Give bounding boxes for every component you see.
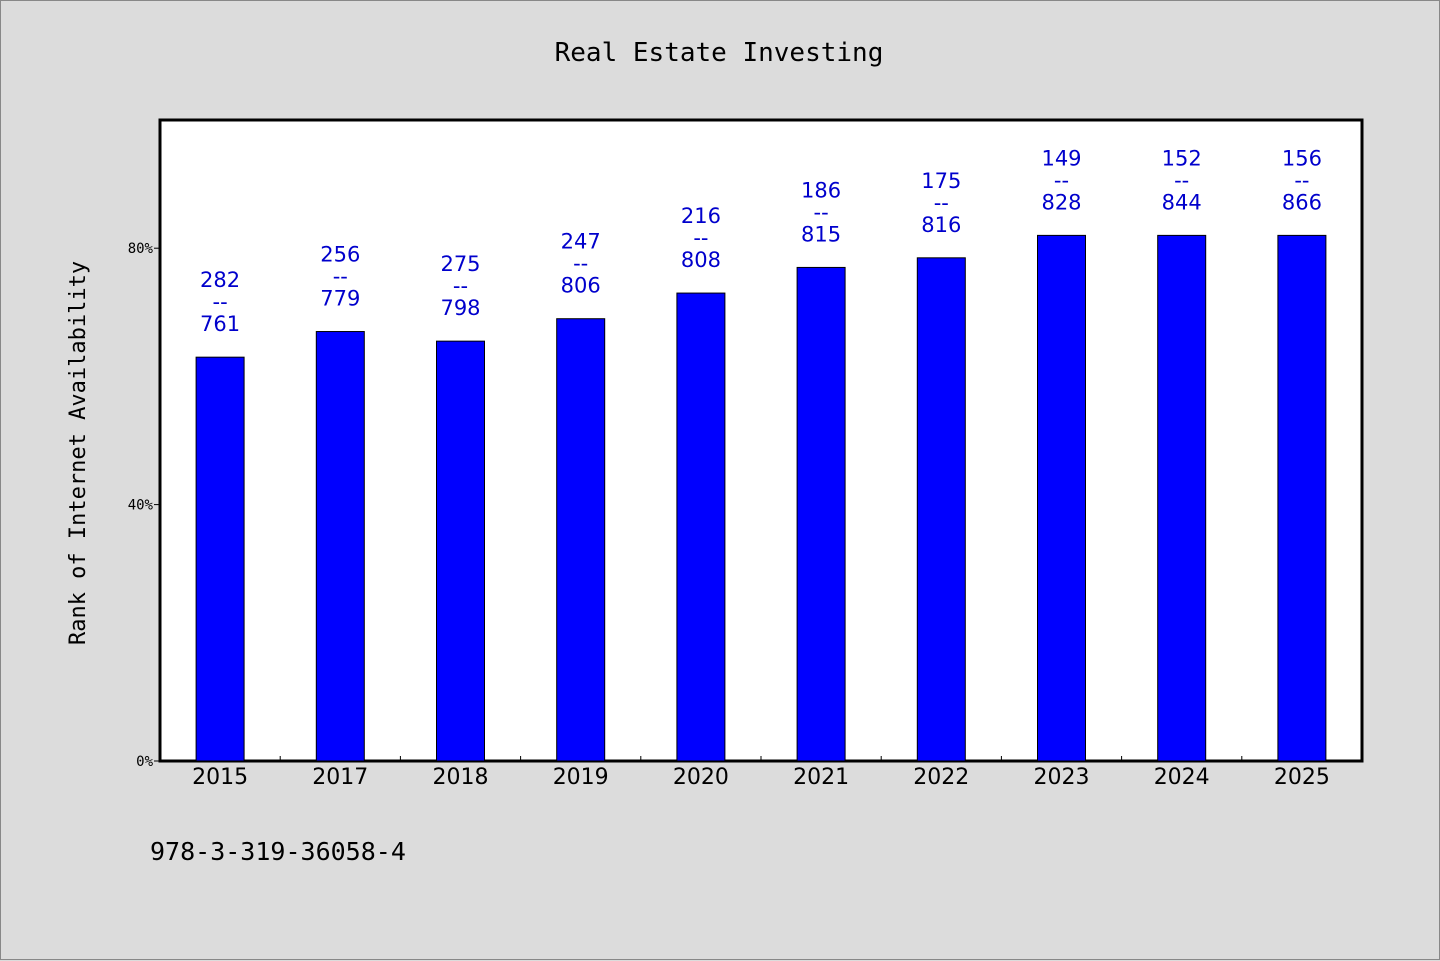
x-tick-label: 2019 — [553, 765, 609, 790]
data-label: -- — [814, 200, 829, 224]
data-label: 761 — [200, 312, 240, 336]
bar[interactable] — [916, 257, 966, 762]
x-tick-label: 2017 — [312, 765, 368, 790]
data-label: 216 — [681, 204, 721, 228]
data-label: -- — [1294, 168, 1309, 192]
data-label: -- — [693, 226, 708, 250]
bar[interactable] — [796, 266, 846, 762]
x-tick-label: 2024 — [1154, 765, 1210, 790]
data-label: 156 — [1282, 146, 1322, 170]
bar[interactable] — [195, 356, 245, 762]
bar[interactable] — [676, 292, 726, 762]
chart-marks: 0%40%80%2015282--7612017256--7792018275-… — [128, 146, 1330, 790]
data-label: 282 — [200, 268, 240, 292]
y-axis-label: Rank of Internet Availability — [66, 261, 91, 645]
bar[interactable] — [1037, 234, 1086, 762]
chart-title: Real Estate Investing — [555, 38, 884, 68]
data-label: 866 — [1282, 190, 1322, 214]
data-label: 247 — [561, 230, 601, 254]
data-label: 816 — [921, 213, 961, 237]
data-label: -- — [333, 265, 348, 289]
x-tick-label: 2015 — [192, 765, 248, 790]
x-tick-label: 2022 — [913, 765, 969, 790]
y-tick-label: 80% — [128, 241, 154, 257]
bar[interactable] — [1277, 234, 1327, 762]
data-label: 149 — [1041, 146, 1081, 170]
data-label: 808 — [681, 248, 721, 272]
data-label: -- — [1054, 168, 1069, 192]
y-tick-label: 40% — [128, 498, 154, 514]
data-label: 828 — [1041, 190, 1081, 214]
data-label: 806 — [561, 274, 601, 298]
isbn-code: 978-3-319-36058-4 — [150, 837, 406, 866]
data-label: 256 — [320, 243, 360, 267]
data-label: 779 — [320, 287, 360, 311]
data-label: -- — [934, 191, 949, 215]
data-label: 275 — [440, 252, 480, 276]
data-label: 798 — [440, 296, 480, 320]
x-tick-label: 2020 — [673, 765, 729, 790]
data-label: 175 — [921, 169, 961, 193]
data-label: 815 — [801, 222, 841, 246]
data-label: -- — [1174, 168, 1189, 192]
data-label: 844 — [1162, 190, 1202, 214]
data-label: -- — [573, 252, 588, 276]
data-label: 152 — [1162, 146, 1202, 170]
bar[interactable] — [436, 340, 485, 762]
bar[interactable] — [1157, 234, 1207, 762]
x-tick-label: 2018 — [433, 765, 489, 790]
y-tick-label: 0% — [136, 754, 153, 770]
data-label: -- — [453, 274, 468, 298]
x-tick-label: 2021 — [793, 765, 849, 790]
x-tick-label: 2025 — [1274, 765, 1330, 790]
data-label: 186 — [801, 178, 841, 202]
bar[interactable] — [315, 331, 365, 762]
x-tick-label: 2023 — [1034, 765, 1090, 790]
data-label: -- — [213, 290, 228, 314]
bar[interactable] — [556, 318, 606, 762]
